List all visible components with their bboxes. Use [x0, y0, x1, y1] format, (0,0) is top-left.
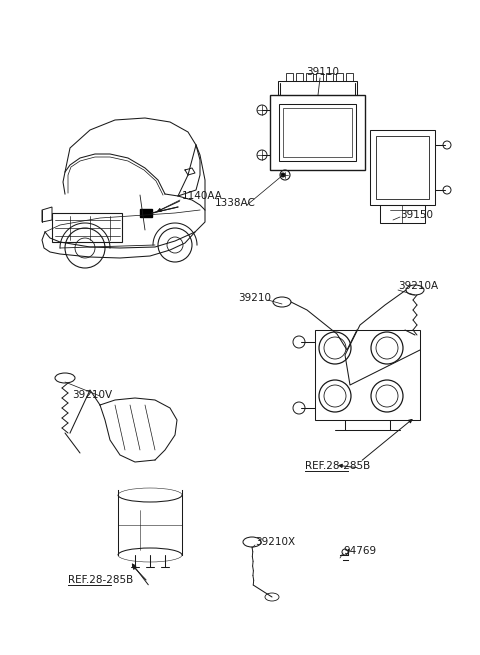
Text: 1338AC: 1338AC — [215, 198, 256, 208]
Polygon shape — [140, 209, 152, 217]
Circle shape — [281, 173, 285, 177]
Text: REF.28-285B: REF.28-285B — [305, 461, 370, 471]
Text: 39210: 39210 — [238, 293, 271, 303]
Text: 39210A: 39210A — [398, 281, 438, 291]
Text: 39210V: 39210V — [72, 390, 112, 400]
Text: 1140AA: 1140AA — [182, 191, 223, 201]
Text: 39210X: 39210X — [255, 537, 295, 547]
Text: 39110: 39110 — [306, 67, 339, 77]
Text: 94769: 94769 — [343, 546, 376, 556]
Text: REF.28-285B: REF.28-285B — [68, 575, 133, 585]
Text: 39150: 39150 — [400, 210, 433, 220]
